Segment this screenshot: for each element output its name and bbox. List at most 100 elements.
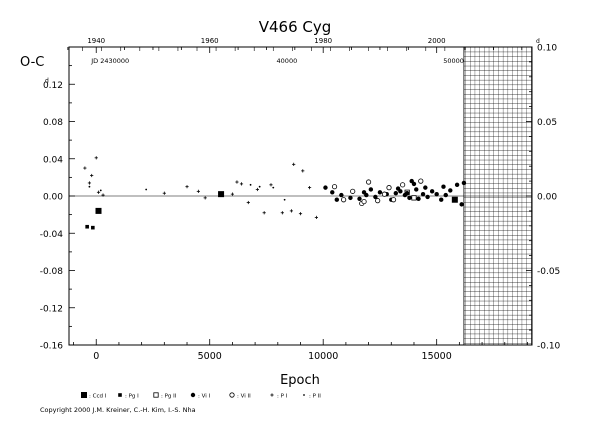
year-tick-label: 1980 xyxy=(314,37,332,45)
y2-tick-label: -0.05 xyxy=(537,267,560,277)
x-axis-label: Epoch xyxy=(280,373,320,388)
point-p-ii xyxy=(88,185,91,188)
point-pg-i xyxy=(85,224,89,229)
point-vi-i xyxy=(439,197,444,202)
point-p-i xyxy=(101,193,105,197)
point-vi-i xyxy=(357,196,362,201)
point-p-i xyxy=(185,185,189,189)
point-p-i xyxy=(239,182,244,186)
point-p-i xyxy=(87,181,92,185)
point-ccd-i xyxy=(451,196,458,203)
point-vi-ii xyxy=(386,185,392,191)
point-p-ii xyxy=(283,198,286,201)
point-vi-i xyxy=(423,185,428,190)
point-p-ii xyxy=(249,183,252,186)
point-pg-i xyxy=(91,225,95,230)
point-p-i xyxy=(94,156,98,160)
point-p-i xyxy=(262,211,266,215)
legend-label-p-ii: : P II xyxy=(309,394,321,400)
data-points xyxy=(83,156,467,230)
point-p-i xyxy=(196,189,200,193)
y-tick-label: 0.12 xyxy=(43,81,63,91)
year-tick-label: 2000 xyxy=(428,37,446,45)
point-vi-ii xyxy=(341,197,347,203)
point-p-ii xyxy=(272,186,275,189)
point-vi-i xyxy=(393,191,399,196)
y-tick-label: -0.16 xyxy=(40,342,64,352)
legend-label-vi-ii: : Vi II xyxy=(237,394,251,400)
copyright-note: Copyright 2000 J.M. Kreiner, C.-H. Kim, … xyxy=(40,406,196,414)
legend-label-pg-ii: : Pg II xyxy=(161,394,177,400)
legend-marker-p-ii xyxy=(303,394,305,396)
y2-unit-mark: d xyxy=(536,38,540,45)
point-vi-i xyxy=(448,188,453,193)
legend-marker-vi-ii xyxy=(229,392,235,398)
legend-marker-p-i xyxy=(270,393,274,397)
y-tick-label: 0.04 xyxy=(43,155,63,165)
legend-marker-vi-i xyxy=(190,392,196,398)
point-vi-i xyxy=(434,191,439,197)
point-p-i xyxy=(96,190,101,194)
point-vi-i xyxy=(395,186,401,191)
point-ccd-i xyxy=(95,207,102,214)
legend-marker-pg-ii xyxy=(153,392,159,398)
point-p-i xyxy=(269,183,273,187)
y-tick-label: -0.12 xyxy=(40,304,63,314)
year-tick-label: 1960 xyxy=(201,37,219,45)
point-ccd-i xyxy=(218,191,225,198)
point-vi-i xyxy=(377,190,383,195)
legend-label-pg-i: : Pg I xyxy=(125,394,139,400)
y2-tick-label: 0.10 xyxy=(537,44,557,54)
point-p-i xyxy=(90,173,94,178)
point-vi-i xyxy=(368,187,374,192)
y-tick-label: -0.04 xyxy=(40,230,64,240)
point-p-i xyxy=(307,186,312,190)
point-vi-ii xyxy=(381,191,388,197)
legend-label-p-i: : P I xyxy=(277,394,288,400)
point-vi-i xyxy=(323,185,328,190)
point-vi-ii xyxy=(418,178,424,184)
jd-tick-label: 50000 xyxy=(443,57,464,65)
point-vi-ii xyxy=(375,198,381,204)
point-vi-i xyxy=(459,202,464,207)
point-p-i xyxy=(314,215,318,220)
legend: : Ccd I: Pg I: Pg II: Vi I: Vi II: P I: … xyxy=(81,392,321,400)
x-tick-label: 15000 xyxy=(422,351,452,362)
point-p-i xyxy=(83,166,87,170)
point-vi-i xyxy=(407,195,412,201)
point-vi-ii xyxy=(331,184,338,190)
y-unit-mark: d xyxy=(45,77,49,84)
legend-marker-pg-i xyxy=(118,393,122,397)
point-vi-i xyxy=(416,196,421,201)
point-vi-ii xyxy=(400,182,406,188)
point-vi-i xyxy=(441,184,446,189)
point-vi-i xyxy=(429,189,435,194)
point-p-i xyxy=(292,162,296,166)
point-vi-ii xyxy=(350,188,356,194)
y-tick-label: 0.00 xyxy=(43,193,63,203)
y-tick-label: 0.08 xyxy=(43,118,63,128)
point-vi-i xyxy=(330,190,335,195)
point-p-ii xyxy=(99,189,102,192)
point-vi-i xyxy=(443,192,448,198)
point-vi-i xyxy=(414,187,419,192)
y2-tick-label: 0.00 xyxy=(537,193,557,203)
y-tick-label: -0.08 xyxy=(40,267,64,277)
point-p-i xyxy=(203,196,207,200)
axis-ticks: 0 5000 10000 15000 1940 1960 1980 2000 JD 243000… xyxy=(40,37,561,362)
jd-tick-label: 40000 xyxy=(277,57,298,65)
point-vi-i xyxy=(348,195,353,201)
legend-label-ccd-i: : Ccd I xyxy=(89,394,107,400)
point-p-i xyxy=(298,212,303,216)
x-tick-label: 10000 xyxy=(308,351,338,362)
point-p-ii xyxy=(258,185,261,188)
point-pg-ii xyxy=(411,195,417,201)
point-vi-i xyxy=(373,194,378,200)
point-vi-i xyxy=(409,178,414,184)
point-p-i xyxy=(246,200,250,205)
point-vi-ii xyxy=(365,179,372,185)
point-vi-i xyxy=(361,190,367,195)
point-p-i xyxy=(235,180,239,184)
